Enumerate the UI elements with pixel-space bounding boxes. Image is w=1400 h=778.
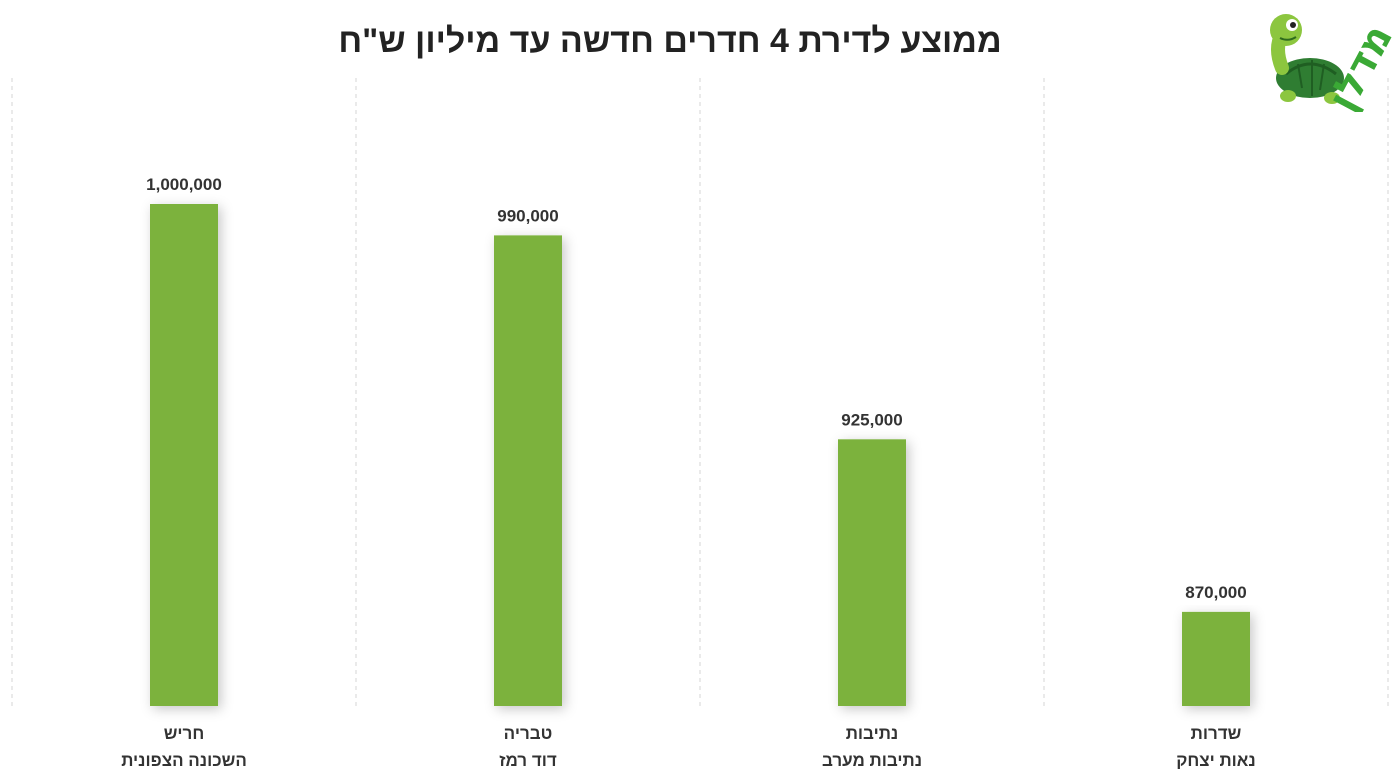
turtle-icon: מדלן [1270,14,1400,119]
category-label-2-line1: טבריה [504,724,553,743]
chart-title: ממוצע לדירת 4 חדרים חדשה עד מיליון ש"ח [338,22,1002,60]
madlan-logo: מדלן [1260,4,1400,119]
data-label-3: 925,000 [841,410,902,429]
data-label-1: 1,000,000 [146,175,222,194]
bar-1 [150,204,218,706]
category-label-3-line1: נתיבות [846,724,899,743]
bar-2 [494,235,562,706]
data-label-4: 870,000 [1185,583,1246,602]
category-label-1-line2: השכונה הצפונית [121,751,247,770]
category-label-4-line1: שדרות [1191,724,1242,743]
category-label-4-line2: נאות יצחק [1176,751,1255,770]
category-label-3-line2: נתיבות מערב [822,751,922,770]
bar-3 [838,439,906,706]
bar-4 [1182,611,1250,706]
category-label-1-line1: חריש [164,724,205,743]
data-label-2: 990,000 [497,206,558,225]
category-label-2-line2: דוד רמז [499,751,557,770]
